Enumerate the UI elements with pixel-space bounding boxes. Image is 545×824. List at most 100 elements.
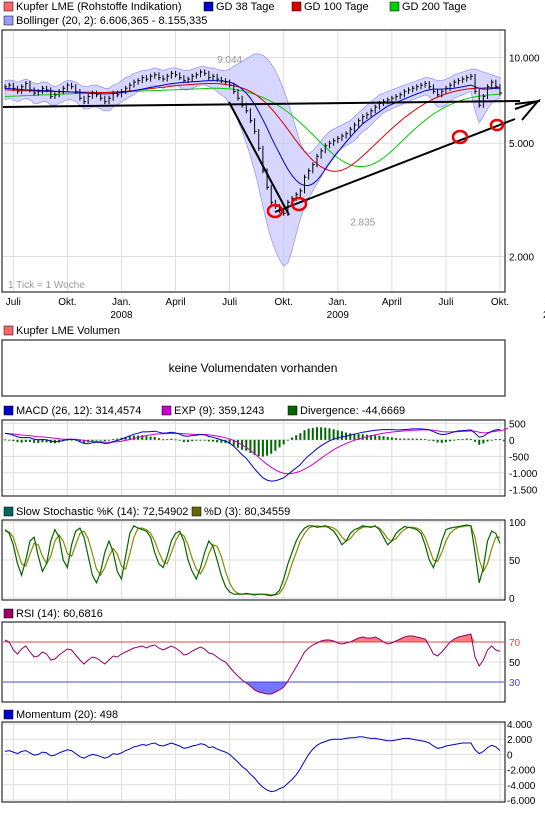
price-bars (4, 69, 502, 216)
divergence-bar (303, 430, 306, 440)
divergence-bar (357, 434, 360, 440)
divergence-bar (145, 436, 148, 440)
divergence-bar (191, 439, 194, 442)
macd-legend-swatch-1 (161, 405, 172, 416)
divergence-bar (340, 431, 343, 440)
stoch-legend-swatch-1 (191, 506, 202, 517)
price-legend-swatch-1 (203, 1, 214, 12)
divergence-bar (116, 438, 119, 440)
divergence-bar (419, 438, 422, 440)
divergence-bar (307, 428, 310, 440)
divergence-bar (386, 436, 389, 440)
divergence-bar (16, 439, 19, 443)
macd-y-tick-label: -500 (509, 452, 529, 463)
divergence-bar (453, 439, 456, 441)
bollinger-legend-swatch (3, 15, 14, 26)
divergence-bar (103, 439, 106, 442)
divergence-bar (378, 435, 381, 440)
divergence-bar (216, 439, 219, 443)
price-legend-swatch-0 (3, 1, 14, 12)
divergence-bar (424, 439, 427, 440)
macd-y-tick-label: 500 (509, 419, 526, 430)
price-annotation-label: 2.835 (350, 217, 375, 228)
downtrend-line (228, 101, 290, 216)
price-legend-swatch-2 (291, 1, 302, 12)
uptrend-line (274, 118, 516, 213)
divergence-bar (365, 434, 368, 440)
divergence-bar (486, 439, 489, 442)
momentum-y-axis: 4.000 2.000 0 -2.000 -4.000 -6.000 (507, 720, 536, 807)
divergence-bar (112, 439, 115, 440)
divergence-bar (83, 439, 86, 443)
divergence-bar (220, 439, 223, 443)
price-x-tick-label: Juli (222, 297, 237, 308)
divergence-bar (41, 439, 44, 443)
divergence-bar (399, 438, 402, 440)
price-y-tick-label: 2.000 (509, 252, 534, 263)
stoch-y-tick-label: 50 (509, 556, 521, 567)
divergence-bar (128, 436, 131, 440)
volume-legend-swatch (3, 325, 14, 336)
divergence-bar (407, 438, 410, 440)
divergence-bar (436, 439, 439, 443)
price-plot: 1 Tick = 1 Woche (1, 29, 542, 293)
price-legend-label-0: Kupfer LME (Rohstoffe Indikation) (16, 1, 182, 13)
divergence-bar (295, 435, 298, 440)
momentum-legend-label: Momentum (20): 498 (16, 709, 118, 721)
marker-circle-1 (266, 203, 284, 219)
rsi-y-tick-label: 30 (509, 678, 521, 689)
divergence-bar (170, 438, 173, 440)
price-y-axis: 10.000 5.000 2.000 (509, 54, 540, 264)
price-legend-label-2: GD 100 Tage (304, 1, 369, 13)
divergence-bar (503, 439, 506, 442)
divergence-bar (474, 439, 477, 442)
momentum-y-tick-label: -2.000 (507, 766, 536, 777)
marker-circle-2 (290, 196, 308, 212)
price-legend-label-3: GD 200 Tage (402, 1, 467, 13)
divergence-bar (444, 439, 447, 443)
macd-divergence-bars (4, 427, 506, 457)
price-x-tick-label: April (382, 297, 402, 308)
gd100-line (4, 83, 501, 172)
divergence-bar (178, 439, 181, 441)
divergence-bar (211, 439, 214, 442)
rsi-y-tick-label: 70 (509, 638, 521, 649)
divergence-bar (461, 439, 464, 440)
momentum-y-tick-label: 4.000 (507, 720, 532, 731)
price-legend-swatch-3 (389, 1, 400, 12)
price-x-tick-label: Juli (6, 297, 21, 308)
divergence-bar (78, 439, 81, 442)
divergence-bar (349, 433, 352, 440)
price-annotations: 9.044 2.835 (217, 55, 376, 228)
divergence-bar (328, 428, 331, 440)
divergence-bar (12, 439, 15, 441)
divergence-bar (465, 438, 468, 440)
divergence-bar (336, 430, 339, 440)
macd-legend-swatch-2 (287, 405, 298, 416)
rsi-y-axis: 70 50 30 (509, 638, 521, 689)
divergence-bar (403, 438, 406, 440)
volume-legend-label: Kupfer LME Volumen (16, 325, 120, 337)
divergence-bar (66, 439, 69, 441)
macd-legend-label-2: Divergence: -44,6669 (300, 405, 405, 417)
divergence-bar (411, 438, 414, 440)
divergence-bar (195, 439, 198, 441)
price-y-tick-label: 10.000 (509, 54, 540, 65)
macd-y-tick-label: 0 (509, 436, 515, 447)
divergence-bar (286, 439, 289, 441)
divergence-bar (291, 437, 294, 440)
divergence-bar (141, 435, 144, 440)
divergence-bar (199, 439, 202, 441)
divergence-bar (124, 436, 127, 440)
rsi-legend-swatch (3, 608, 14, 619)
divergence-bar (187, 439, 190, 442)
price-x-tick-label: Okt. (491, 297, 509, 308)
divergence-bar (490, 439, 493, 441)
divergence-bar (478, 439, 481, 445)
price-x-tick-label: Juli (438, 297, 453, 308)
rsi-line (4, 633, 501, 695)
divergence-bar (320, 427, 323, 440)
divergence-bar (390, 437, 393, 440)
divergence-bar (266, 439, 269, 456)
